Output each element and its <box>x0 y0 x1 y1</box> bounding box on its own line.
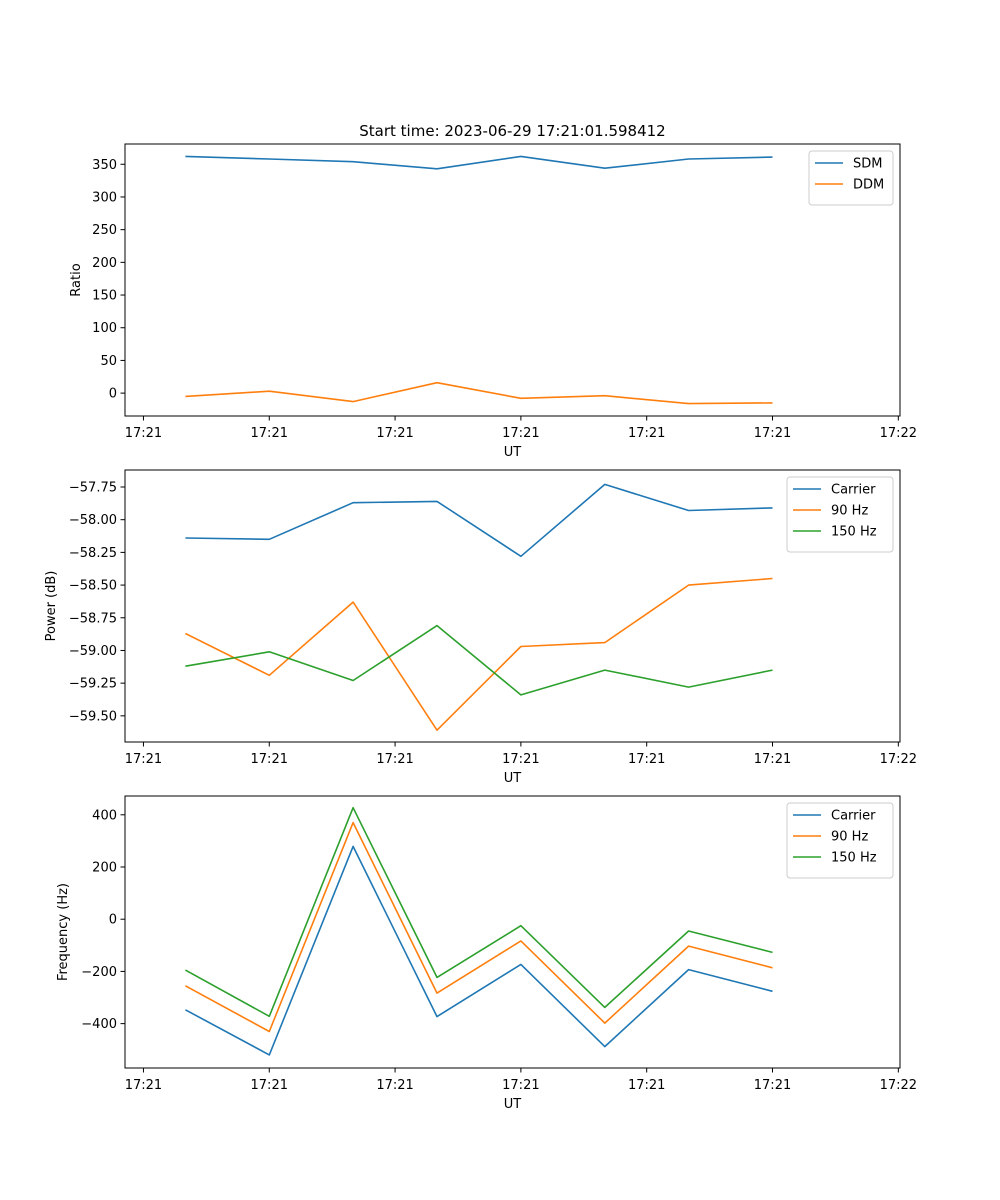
y-tick-label: −400 <box>81 1017 117 1032</box>
series-line-150-hz <box>185 624 773 696</box>
x-tick-label: 17:22 <box>880 752 917 767</box>
y-tick-label: −57.75 <box>69 481 117 496</box>
x-tick-label: 17:21 <box>376 752 413 767</box>
x-tick-label: 17:21 <box>125 426 162 441</box>
y-tick-label: 400 <box>92 808 117 823</box>
legend: Carrier 90 Hz 150 Hz <box>786 476 894 553</box>
x-tick-label: 17:21 <box>628 1078 665 1093</box>
y-tick-label: 150 <box>92 289 117 304</box>
x-tick-label: 17:21 <box>251 752 288 767</box>
plot-frame <box>124 469 901 743</box>
x-tick-label: 17:21 <box>754 1078 791 1093</box>
legend-label: Carrier <box>831 809 876 824</box>
y-tick-label: 50 <box>100 354 117 369</box>
legend-label: DDM <box>853 178 884 193</box>
x-tick-label: 17:21 <box>251 1078 288 1093</box>
y-tick-label: −58.25 <box>69 546 117 561</box>
legend-box <box>786 802 894 879</box>
legend-box <box>786 476 894 553</box>
x-tick-label: 17:21 <box>628 752 665 767</box>
y-tick-label: −59.00 <box>69 644 117 659</box>
series-line-90-hz <box>185 577 773 732</box>
x-axis-label: UT <box>504 1097 522 1112</box>
figure-title: Start time: 2023-06-29 17:21:01.598412 <box>359 122 665 140</box>
panel-2: 17:21 17:21 17:21 17:21 17:21 17:21 17:22 −59.5… <box>44 469 917 786</box>
x-tick-label: 17:21 <box>125 1078 162 1093</box>
y-tick-label: −58.50 <box>69 579 117 594</box>
series-line-carrier <box>185 845 773 1056</box>
x-tick-label: 17:21 <box>502 752 539 767</box>
y-tick-label: −200 <box>81 965 117 980</box>
y-axis-label: Ratio <box>69 263 84 296</box>
legend-label: Carrier <box>831 483 876 498</box>
legend: SDM DDM <box>808 150 894 206</box>
y-tick-label: 100 <box>92 321 117 336</box>
y-tick-label: 0 <box>109 913 117 928</box>
x-tick-label: 17:21 <box>502 426 539 441</box>
x-tick-label: 17:22 <box>880 426 917 441</box>
y-tick-label: −59.25 <box>69 677 117 692</box>
x-tick-label: 17:21 <box>251 426 288 441</box>
panel-1: 17:21 17:21 17:21 17:21 17:21 17:21 17:22 0 50 10… <box>69 143 917 460</box>
plot-frame <box>124 795 901 1069</box>
x-tick-label: 17:21 <box>376 1078 413 1093</box>
y-tick-label: 300 <box>92 190 117 205</box>
y-axis-label: Power (dB) <box>44 571 59 642</box>
legend-label: 150 Hz <box>831 525 877 540</box>
panels: 17:21 17:21 17:21 17:21 17:21 17:21 17:22 0 50 10… <box>44 143 917 1112</box>
x-tick-label: 17:21 <box>125 752 162 767</box>
plot-frame <box>124 143 901 417</box>
y-tick-label: 200 <box>92 861 117 876</box>
legend-label: SDM <box>853 157 882 172</box>
series-line-sdm <box>185 155 773 170</box>
x-tick-label: 17:21 <box>502 1078 539 1093</box>
legend-label: 90 Hz <box>831 830 868 845</box>
y-tick-label: 250 <box>92 223 117 238</box>
legend: Carrier 90 Hz 150 Hz <box>786 802 894 879</box>
legend-label: 90 Hz <box>831 504 868 519</box>
series-line-90-hz <box>185 821 773 1033</box>
x-axis-label: UT <box>504 771 522 786</box>
x-tick-label: 17:21 <box>754 752 791 767</box>
panel-3: 17:21 17:21 17:21 17:21 17:21 17:21 17:22 −400 −… <box>56 795 917 1112</box>
legend-label: 150 Hz <box>831 851 877 866</box>
series-line-ddm <box>185 381 773 405</box>
x-axis-label: UT <box>504 445 522 460</box>
series-line-carrier <box>185 483 773 558</box>
y-tick-label: −58.75 <box>69 611 117 626</box>
x-tick-label: 17:21 <box>376 426 413 441</box>
y-tick-label: 200 <box>92 256 117 271</box>
x-tick-label: 17:21 <box>754 426 791 441</box>
y-tick-label: 0 <box>109 387 117 402</box>
y-tick-label: −58.00 <box>69 513 117 528</box>
x-tick-label: 17:21 <box>628 426 665 441</box>
legend-box <box>808 150 894 206</box>
x-tick-label: 17:22 <box>880 1078 917 1093</box>
y-tick-label: −59.50 <box>69 709 117 724</box>
series-line-150-hz <box>185 806 773 1018</box>
y-axis-label: Frequency (Hz) <box>56 883 71 981</box>
y-tick-label: 350 <box>92 158 117 173</box>
